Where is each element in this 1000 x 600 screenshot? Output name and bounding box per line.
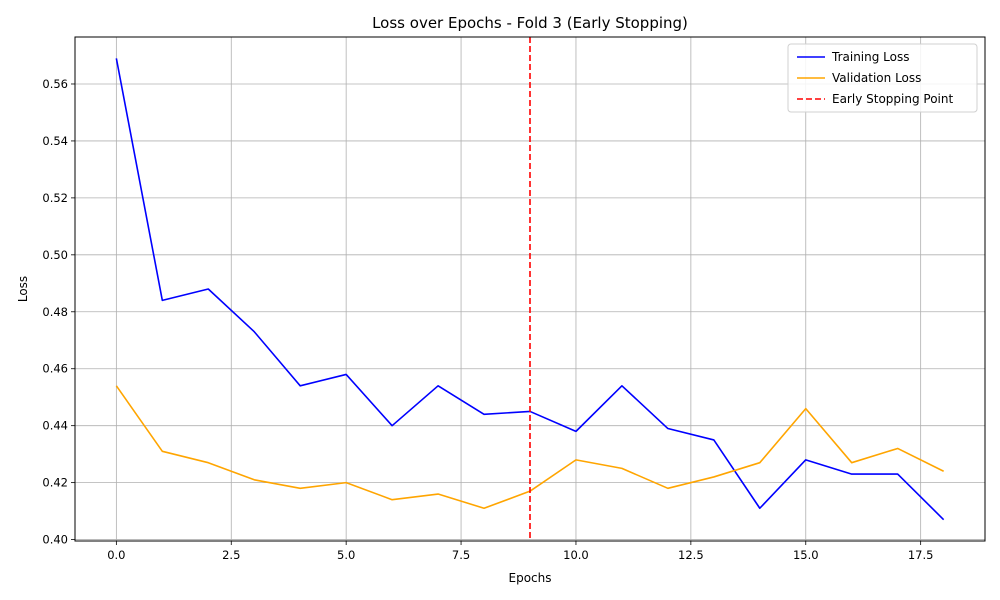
plot-frame	[74, 36, 986, 542]
y-tick-label: 0.48	[42, 305, 68, 319]
y-tick-label: 0.54	[42, 134, 68, 148]
y-tick-label: 0.46	[42, 362, 68, 376]
x-tick-label: 0.0	[107, 548, 125, 562]
y-tick-label: 0.52	[42, 191, 68, 205]
legend-label: Early Stopping Point	[832, 92, 953, 106]
y-tick-label: 0.42	[42, 476, 68, 490]
y-tick-label: 0.40	[42, 533, 68, 547]
x-axis-label: Epochs	[509, 571, 552, 585]
y-tick-label: 0.44	[42, 419, 68, 433]
legend-label: Validation Loss	[832, 71, 921, 85]
chart-title: Loss over Epochs - Fold 3 (Early Stoppin…	[372, 14, 688, 32]
legend: Training Loss Validation Loss Early Stoppi…	[787, 43, 978, 113]
x-tick-label: 15.0	[793, 548, 819, 562]
x-axis-ticks: 0.0 2.5 5.0 7.5 10.0 12.5 15.0 17.5	[107, 541, 933, 562]
series-layer	[115, 37, 945, 541]
y-tick-label: 0.50	[42, 248, 68, 262]
x-tick-label: 2.5	[222, 548, 240, 562]
y-axis-label: Loss	[16, 276, 30, 302]
legend-box	[787, 43, 978, 113]
legend-label: Training Loss	[831, 50, 909, 64]
y-axis-ticks: 0.40 0.42 0.44 0.46 0.48 0.50 0.52 0.54 0.56	[42, 77, 75, 547]
x-tick-label: 7.5	[452, 548, 470, 562]
x-tick-label: 10.0	[563, 548, 589, 562]
x-tick-label: 12.5	[678, 548, 704, 562]
x-tick-label: 17.5	[908, 548, 934, 562]
y-tick-label: 0.56	[42, 77, 68, 91]
x-tick-label: 5.0	[337, 548, 355, 562]
